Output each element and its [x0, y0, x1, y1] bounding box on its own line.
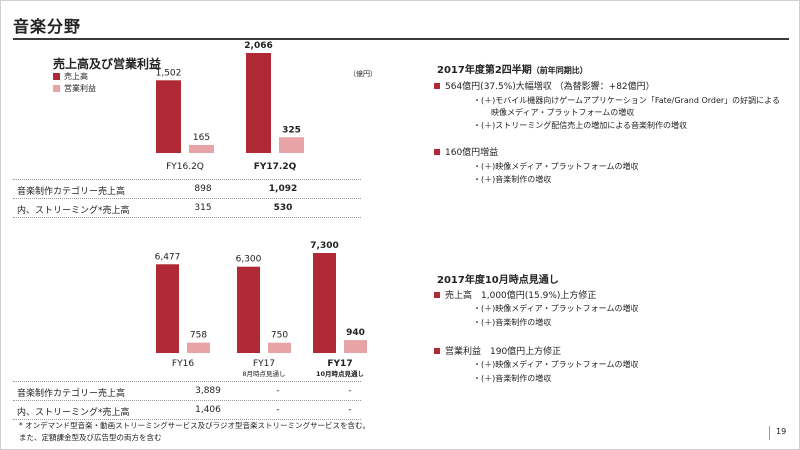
value-label-op-0: 165 — [193, 133, 210, 143]
bar-op-0 — [187, 342, 210, 353]
table-row: 音楽制作カテゴリー売上高 898 1,092 — [13, 179, 361, 199]
section1-heading-text: 2017年度第2四半期 — [437, 65, 532, 76]
table-row: 内、ストリーミング*売上高 315 530 — [13, 199, 361, 218]
section2-bullet-1-text: 売上高 1,000億円(15.9%)上方修正 — [445, 291, 597, 301]
table-cell: - — [348, 405, 352, 415]
table-cell: 315 — [194, 203, 212, 213]
bar-op-0 — [189, 145, 214, 153]
bar-sales-1 — [246, 53, 271, 153]
section1-bullet-1-text: 564億円(37.5%)大幅増収 （為替影響：+82億円） — [445, 82, 655, 92]
bar-op-1 — [279, 137, 304, 153]
bar-sales-0 — [156, 80, 181, 153]
table-cell: - — [276, 386, 280, 396]
category-label-2: FY17 — [327, 359, 352, 369]
category-label-1: FY17.2Q — [254, 162, 297, 172]
section2-bullet-2-text: 営業利益 190億円上方修正 — [445, 347, 562, 357]
category-label-1: FY17 — [253, 359, 275, 369]
section1-heading: 2017年度第2四半期（前年同期比） — [437, 61, 588, 76]
value-label-sales-1: 6,300 — [236, 255, 262, 265]
table-row-label: 内、ストリーミング*売上高 — [17, 206, 130, 216]
legend-label-sales: 売上高 — [64, 72, 88, 81]
detail-line: ・(＋)映像メディア・プラットフォームの増収 — [473, 360, 639, 369]
bar-sales-0 — [156, 264, 179, 353]
bullet-marker — [434, 148, 440, 155]
bar-sales-1 — [237, 266, 260, 353]
chart-fy-forecast: 6,477758FY166,300750FY178月時点見通し7,300940F… — [155, 241, 367, 378]
bullet-marker — [434, 82, 440, 89]
detail-line: ・(＋)映像メディア・プラットフォームの増収 — [473, 162, 639, 171]
detail-line: ・(＋)音楽制作の増収 — [473, 175, 552, 184]
section1-heading-small: （前年同期比） — [531, 66, 588, 75]
table-row-label: 音楽制作カテゴリー売上高 — [17, 389, 126, 399]
detail-line: ・(＋)映像メディア・プラットフォームの増収 — [473, 304, 639, 313]
table-row-label: 内、ストリーミング*売上高 — [17, 408, 130, 418]
detail-line: ・(＋)音楽制作の増収 — [473, 318, 552, 327]
table-row: 音楽制作カテゴリー売上高 3,889 - - — [13, 381, 361, 401]
detail-line: ・(＋)音楽制作の増収 — [473, 374, 552, 383]
legend-sales: 売上高 — [53, 71, 88, 82]
value-label-op-0: 758 — [190, 331, 207, 341]
value-label-sales-0: 1,502 — [156, 68, 182, 78]
bar-sales-2 — [313, 253, 336, 353]
table-cell: 1,092 — [268, 184, 298, 194]
detail-line: 映像メディア・プラットフォームの増収 — [491, 108, 635, 117]
value-label-sales-2: 7,300 — [310, 241, 338, 251]
section1-bullet-1: 564億円(37.5%)大幅増収 （為替影響：+82億円） — [434, 79, 655, 92]
table-cell: - — [276, 405, 280, 415]
table-cell: 1,406 — [195, 405, 221, 415]
legend-op: 営業利益 — [53, 83, 96, 94]
chart-fy2q: 1,502 165 FY16.2Q 2,066 325 FY17.2Q — [156, 41, 304, 172]
page-title: 音楽分野 — [13, 17, 82, 36]
section1-bullet-2: 160億円増益 — [434, 145, 498, 158]
footnote-line-2: また、定額課金型及び広告型の両方を含む — [19, 433, 162, 442]
bar-op-2 — [344, 340, 367, 353]
table-row-label: 音楽制作カテゴリー売上高 — [17, 187, 126, 197]
table-cell: 898 — [194, 184, 212, 194]
detail-line: ・(＋)モバイル機器向けゲームアプリケーション「Fate/Grand Order… — [473, 96, 780, 105]
table-cell: 530 — [273, 203, 293, 213]
table-cell: - — [348, 386, 352, 396]
chart-subtitle: 売上高及び営業利益 — [53, 57, 162, 71]
section2-bullet-1: 売上高 1,000億円(15.9%)上方修正 — [434, 288, 596, 301]
bullet-marker — [434, 347, 440, 354]
bullet-marker — [434, 291, 440, 298]
section1-bullet-2-text: 160億円増益 — [445, 148, 499, 158]
category-sublabel-1: 8月時点見通し — [242, 369, 285, 378]
table-fy-forecast: 音楽制作カテゴリー売上高 3,889 - - 内、ストリーミング*売上高 1,4… — [13, 381, 361, 420]
table-row: 内、ストリーミング*売上高 1,406 - - — [13, 401, 361, 420]
detail-line: ・(＋)ストリーミング配信売上の増加による音楽制作の増収 — [473, 121, 687, 130]
page-number: 19 — [776, 427, 787, 436]
bar-op-1 — [268, 342, 291, 353]
value-label-op-1: 750 — [271, 331, 288, 341]
category-label-0: FY16 — [172, 359, 194, 369]
page-number-divider — [769, 426, 770, 440]
title-underline — [13, 38, 789, 40]
footnote-line-1: * オンデマンド型音楽・動画ストリーミングサービス及びラジオ型音楽ストリーミング… — [19, 421, 370, 430]
table-cell: 3,889 — [195, 386, 221, 396]
category-label-0: FY16.2Q — [166, 162, 204, 172]
legend-swatch-op — [53, 85, 60, 92]
unit-label: （億円） — [349, 70, 377, 78]
legend-label-op: 営業利益 — [64, 84, 96, 93]
category-sublabel-2: 10月時点見通し — [316, 369, 364, 378]
table-fy2q: 音楽制作カテゴリー売上高 898 1,092 内、ストリーミング*売上高 315… — [13, 179, 361, 218]
section2-heading: 2017年度10月時点見通し — [437, 275, 559, 286]
value-label-op-2: 940 — [346, 328, 365, 338]
value-label-op-1: 325 — [282, 125, 301, 135]
section2-bullet-2: 営業利益 190億円上方修正 — [434, 344, 561, 357]
legend-swatch-sales — [53, 73, 60, 80]
value-label-sales-1: 2,066 — [244, 41, 272, 51]
value-label-sales-0: 6,477 — [155, 252, 181, 262]
